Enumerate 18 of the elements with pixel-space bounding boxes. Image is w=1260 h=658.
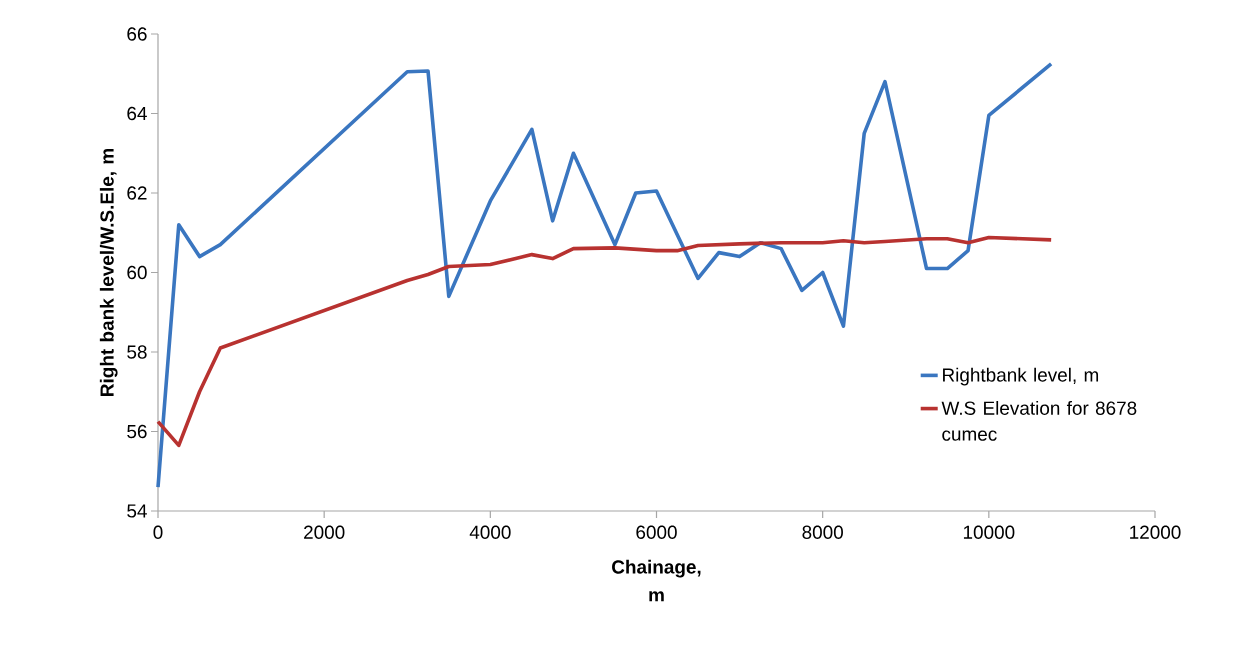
- y-axis-title: Right bank level/W.S.Ele, m: [99, 149, 118, 396]
- x-axis-title: Chainage, m: [612, 559, 701, 602]
- legend-label: W.S Elevation for 8678 cumec: [941, 400, 1137, 441]
- x-tick-label: 10000: [963, 525, 1015, 539]
- y-tick-label: 66: [127, 27, 147, 41]
- y-tick-label: 60: [127, 265, 147, 280]
- x-tick-label: 8000: [802, 525, 843, 539]
- x-tick-label: 4000: [469, 525, 511, 539]
- x-tick-label: 6000: [636, 525, 677, 539]
- y-tick-label: 54: [127, 504, 147, 518]
- y-tick-label: 58: [127, 345, 147, 359]
- legend-label: Rightbank level, m: [943, 367, 1099, 386]
- x-tick-label: 12000: [1130, 525, 1181, 539]
- y-tick-label: 56: [127, 424, 147, 439]
- y-tick-label: 62: [127, 186, 147, 200]
- y-tick-label: 64: [127, 106, 147, 121]
- x-tick-label: 2000: [304, 525, 345, 539]
- x-tick-label: 0: [153, 525, 163, 539]
